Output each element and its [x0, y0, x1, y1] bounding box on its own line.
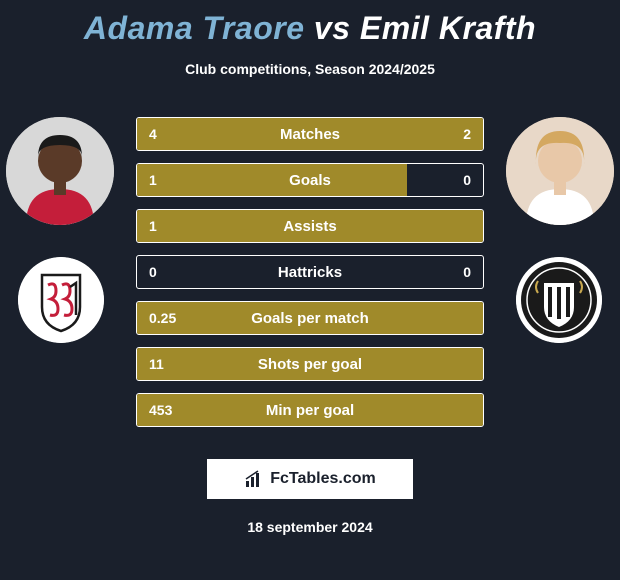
stat-value-left: 4: [149, 126, 157, 142]
player2-avatar: [506, 117, 614, 225]
player1-avatar: [6, 117, 114, 225]
stat-label: Matches: [137, 126, 483, 143]
stat-value-left: 1: [149, 218, 157, 234]
brand-chart-icon: [244, 469, 264, 489]
stat-value-left: 1: [149, 172, 157, 188]
player1-club-badge: [18, 257, 104, 343]
stat-label: Goals: [137, 172, 483, 189]
player1-name: Adama Traore: [84, 10, 305, 46]
stat-row: Goals1 0: [136, 163, 484, 197]
stat-label: Min per goal: [137, 402, 483, 419]
newcastle-badge-svg: [516, 257, 602, 343]
subtitle: Club competitions, Season 2024/2025: [0, 61, 620, 77]
comparison-title: Adama Traore vs Emil Krafth: [0, 0, 620, 47]
stat-value-left: 0: [149, 264, 157, 280]
player2-avatar-svg: [506, 117, 614, 225]
stat-label: Shots per goal: [137, 356, 483, 373]
stats-bars: Matches42Goals10Assists1Hattricks00Goals…: [136, 117, 484, 427]
stat-value-left: 0.25: [149, 310, 176, 326]
brand-text: FcTables.com: [270, 470, 376, 488]
vs-text: vs: [314, 10, 351, 46]
stat-value-left: 11: [149, 356, 164, 372]
player1-avatar-svg: [6, 117, 114, 225]
content-area: Matches42Goals10Assists1Hattricks00Goals…: [0, 107, 620, 437]
fulham-badge-svg: [18, 257, 104, 343]
stat-value-right: 2: [463, 126, 471, 142]
stat-value-left: 453: [149, 402, 172, 418]
stat-label: Goals per match: [137, 310, 483, 327]
player2-club-badge: [516, 257, 602, 343]
brand-box[interactable]: FcTables.com: [207, 459, 413, 499]
stat-row: Matches4 2: [136, 117, 484, 151]
stat-label: Assists: [137, 218, 483, 235]
stat-row: Goals per match0.25: [136, 301, 484, 335]
stat-value-right: 0: [463, 264, 471, 280]
stat-row: Shots per goal11: [136, 347, 484, 381]
stat-value-right: 0: [463, 172, 471, 188]
stat-row: Hattricks0 0: [136, 255, 484, 289]
player2-name: Emil Krafth: [360, 10, 536, 46]
stat-label: Hattricks: [137, 264, 483, 281]
date-text: 18 september 2024: [0, 519, 620, 535]
stat-row: Assists1: [136, 209, 484, 243]
stat-row: Min per goal453: [136, 393, 484, 427]
